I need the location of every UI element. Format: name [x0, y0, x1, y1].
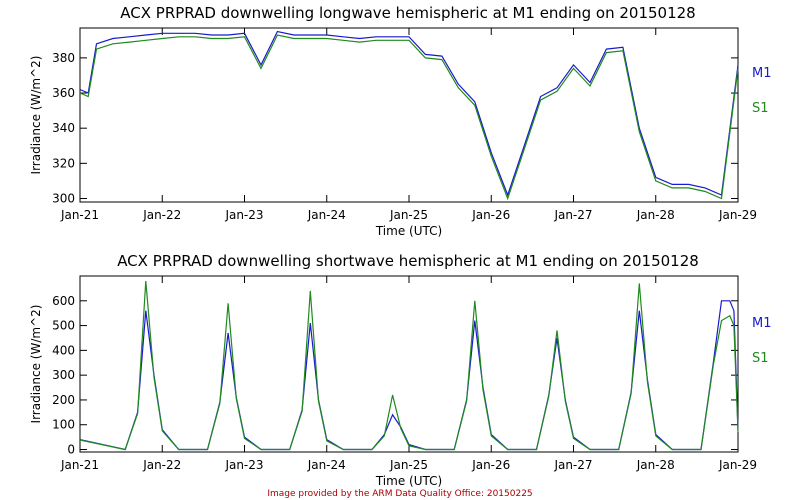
y-tick-label: 300 — [52, 368, 75, 382]
longwave-title: ACX PRPRAD downwelling longwave hemisphe… — [120, 4, 695, 22]
x-tick-label: Jan-28 — [636, 208, 675, 222]
y-tick-label: 0 — [67, 443, 75, 457]
x-tick-label: Jan-24 — [307, 208, 346, 222]
x-tick-label: Jan-27 — [553, 458, 592, 472]
shortwave-x-ticks: Jan-21 Jan-22 Jan-23 Jan-24 Jan-25 Jan-26 Jan-… — [60, 276, 757, 472]
x-tick-label: Jan-28 — [636, 458, 675, 472]
shortwave-plot-frame — [79, 275, 739, 453]
x-tick-label: Jan-23 — [224, 458, 263, 472]
shortwave-legend-s1: S1 — [752, 351, 769, 366]
longwave-x-axis-label: Time (UTC) — [375, 224, 442, 238]
series-line-m1 — [79, 300, 739, 451]
series-line-s1 — [79, 280, 739, 451]
x-tick-label: Jan-24 — [307, 458, 346, 472]
series-line-m1 — [79, 30, 739, 197]
shortwave-panel: ACX PRPRAD downwelling shortwave hemisph… — [29, 252, 772, 488]
x-tick-label: Jan-25 — [389, 458, 428, 472]
y-tick-label: 200 — [52, 393, 75, 407]
longwave-legend-m1: M1 — [752, 66, 772, 81]
series-line-s1 — [79, 34, 739, 201]
x-tick-label: Jan-23 — [224, 208, 263, 222]
shortwave-y-axis-label: Irradiance (W/m^2) — [29, 305, 43, 424]
shortwave-y-ticks: 0 100 200 300 400 500 600 — [52, 294, 738, 457]
y-tick-label: 320 — [52, 156, 75, 170]
longwave-y-ticks: 300 320 340 360 380 — [52, 51, 738, 205]
y-tick-label: 360 — [52, 86, 75, 100]
x-tick-label: Jan-25 — [389, 208, 428, 222]
x-tick-label: Jan-21 — [60, 208, 99, 222]
shortwave-series — [79, 280, 739, 451]
x-tick-label: Jan-29 — [718, 458, 757, 472]
longwave-panel: ACX PRPRAD downwelling longwave hemisphe… — [29, 4, 772, 238]
y-tick-label: 600 — [52, 294, 75, 308]
longwave-series — [79, 30, 739, 201]
shortwave-x-axis-label: Time (UTC) — [375, 474, 442, 488]
y-tick-label: 340 — [52, 121, 75, 135]
x-tick-label: Jan-21 — [60, 458, 99, 472]
credit-text: Image provided by the ARM Data Quality O… — [267, 489, 532, 499]
y-tick-label: 380 — [52, 51, 75, 65]
y-tick-label: 300 — [52, 191, 75, 205]
x-tick-label: Jan-27 — [553, 208, 592, 222]
longwave-y-axis-label: Irradiance (W/m^2) — [29, 56, 43, 175]
y-tick-label: 400 — [52, 343, 75, 357]
shortwave-legend-m1: M1 — [752, 316, 772, 331]
x-tick-label: Jan-26 — [471, 458, 510, 472]
x-tick-label: Jan-29 — [718, 208, 757, 222]
shortwave-title: ACX PRPRAD downwelling shortwave hemisph… — [117, 252, 699, 270]
y-tick-label: 500 — [52, 319, 75, 333]
x-tick-label: Jan-22 — [142, 208, 181, 222]
x-tick-label: Jan-26 — [471, 208, 510, 222]
x-tick-label: Jan-22 — [142, 458, 181, 472]
longwave-x-ticks: Jan-21 Jan-22 Jan-23 Jan-24 Jan-25 Jan-26 Jan-… — [60, 28, 757, 222]
longwave-legend-s1: S1 — [752, 101, 769, 116]
longwave-plot-frame — [79, 27, 739, 203]
y-tick-label: 100 — [52, 418, 75, 432]
